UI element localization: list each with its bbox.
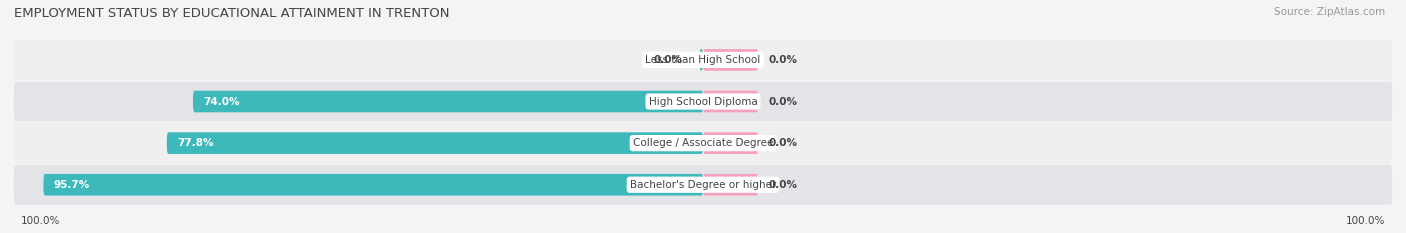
FancyBboxPatch shape [167,132,703,154]
FancyBboxPatch shape [700,49,703,71]
FancyBboxPatch shape [703,174,758,195]
Text: 95.7%: 95.7% [53,180,90,190]
Text: 77.8%: 77.8% [177,138,214,148]
Text: High School Diploma: High School Diploma [648,96,758,106]
Text: 100.0%: 100.0% [1346,216,1385,226]
Text: Less than High School: Less than High School [645,55,761,65]
Text: Bachelor's Degree or higher: Bachelor's Degree or higher [630,180,776,190]
FancyBboxPatch shape [44,174,703,195]
FancyBboxPatch shape [193,91,703,112]
FancyBboxPatch shape [14,165,1392,205]
FancyBboxPatch shape [14,123,1392,163]
Text: 0.0%: 0.0% [769,138,797,148]
Text: 0.0%: 0.0% [654,55,682,65]
Text: 0.0%: 0.0% [769,55,797,65]
Text: 0.0%: 0.0% [769,180,797,190]
Text: 74.0%: 74.0% [204,96,240,106]
Text: EMPLOYMENT STATUS BY EDUCATIONAL ATTAINMENT IN TRENTON: EMPLOYMENT STATUS BY EDUCATIONAL ATTAINM… [14,7,450,20]
Text: Source: ZipAtlas.com: Source: ZipAtlas.com [1274,7,1385,17]
Text: 100.0%: 100.0% [21,216,60,226]
FancyBboxPatch shape [703,132,758,154]
FancyBboxPatch shape [703,49,758,71]
FancyBboxPatch shape [14,40,1392,80]
FancyBboxPatch shape [703,91,758,112]
Text: College / Associate Degree: College / Associate Degree [633,138,773,148]
FancyBboxPatch shape [14,82,1392,121]
Text: 0.0%: 0.0% [769,96,797,106]
